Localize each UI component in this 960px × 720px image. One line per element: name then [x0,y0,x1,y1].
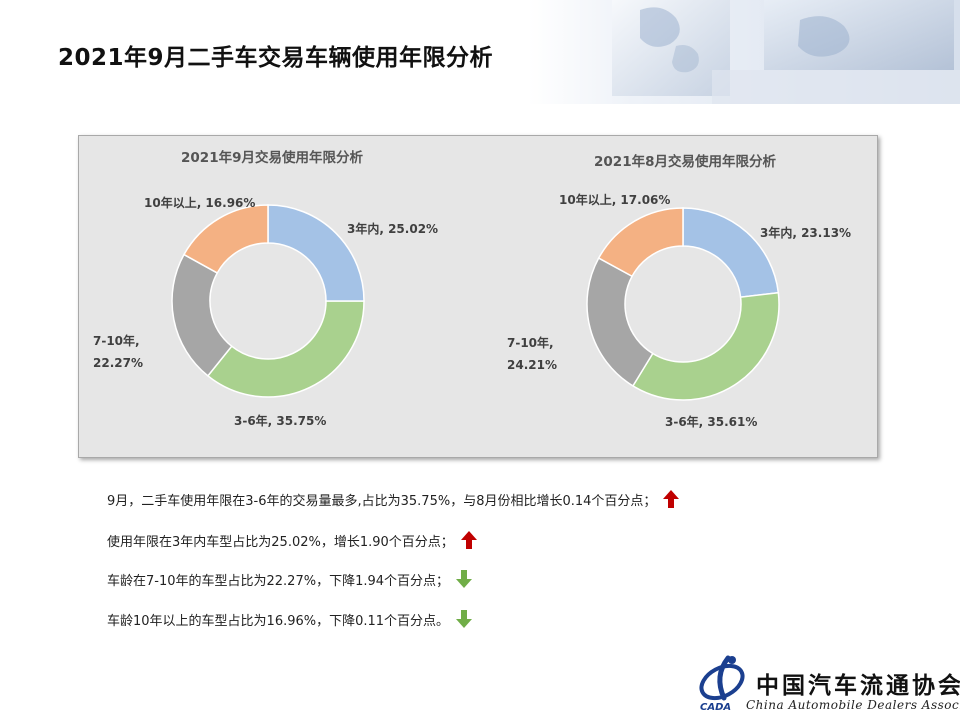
data-label: 7-10年, [507,335,554,350]
cada-emblem-icon [699,655,745,701]
data-label: 3-6年, 35.75% [234,413,326,428]
data-label: 3年内, 25.02% [347,221,438,236]
red-up-arrow-icon [460,531,477,549]
summary-text: 车龄在7-10年的车型占比为22.27%，下降1.94个百分点； [107,573,450,589]
data-label: 10年以上, 17.06% [559,192,670,207]
green-down-arrow-icon [456,610,473,628]
summary-text: 9月，二手车使用年限在3-6年的交易量最多,占比为35.75%，与8月份相比增长… [107,493,657,509]
donut-slice-10年以上 [597,207,684,278]
chart-title: 2021年8月交易使用年限分析 [594,153,776,170]
logo-abbreviation: CADA [700,702,732,713]
association-logo: CADA 中国汽车流通协会 China Automobile Dealers A… [694,652,960,716]
donut-chart: 2021年8月交易使用年限分析 3年内, 23.13% 3-6年, 35.61% 7-… [507,153,851,429]
summary-item: 使用年限在3年内车型占比为25.02%，增长1.90个百分点； [107,525,478,555]
summary-item: 车龄10年以上的车型占比为16.96%，下降0.11个百分点。 [107,604,473,634]
data-label: 7-10年, [93,333,140,348]
summary-item: 9月，二手车使用年限在3-6年的交易量最多,占比为35.75%，与8月份相比增长… [107,484,680,514]
chart-panel: 2021年9月交易使用年限分析 3年内, 25.02% 3-6年, 35.75% 7-… [78,135,878,458]
logo-english-name: China Automobile Dealers Association [746,698,960,712]
donut-slice-10年以上 [182,204,269,274]
data-label: 3年内, 23.13% [760,225,851,240]
data-label: 24.21% [507,358,557,372]
summary-item: 车龄在7-10年的车型占比为22.27%，下降1.94个百分点； [107,564,473,594]
red-up-arrow-icon [663,490,680,508]
logo-name: 中国汽车流通协会 [756,672,960,699]
donut-slice-3年内 [682,207,780,299]
data-label: 3-6年, 35.61% [665,414,757,429]
summary-text: 车龄10年以上的车型占比为16.96%，下降0.11个百分点。 [107,613,450,629]
donut-slice-7-10年 [586,257,654,387]
donut-chart: 2021年9月交易使用年限分析 3年内, 25.02% 3-6年, 35.75% 7-… [93,149,438,428]
data-label: 10年以上, 16.96% [144,195,255,210]
page-title: 2021年9月二手车交易车辆使用年限分析 [58,45,494,71]
green-down-arrow-icon [456,570,473,588]
donut-slice-7-10年 [171,253,233,377]
data-label: 22.27% [93,356,143,370]
donut-slice-3-6年 [206,300,365,398]
summary-text: 使用年限在3年内车型占比为25.02%，增长1.90个百分点； [107,534,454,550]
header-banner: 2021年9月二手车交易车辆使用年限分析 [0,0,960,104]
header-background-graphic [612,0,960,104]
donut-slice-3-6年 [631,291,780,401]
chart-title: 2021年9月交易使用年限分析 [181,149,363,166]
donut-slice-3年内 [267,204,365,302]
donut-charts: 2021年9月交易使用年限分析 3年内, 25.02% 3-6年, 35.75% 7-… [93,149,851,429]
